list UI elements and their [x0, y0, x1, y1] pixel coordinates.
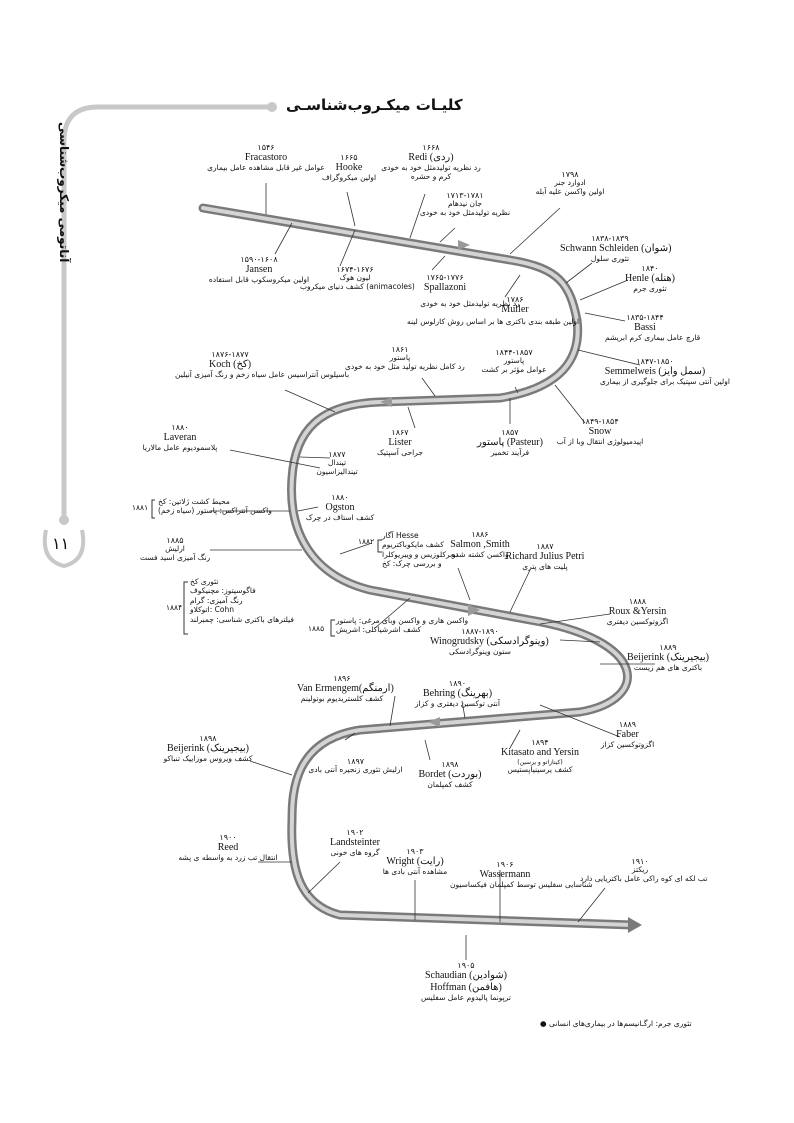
footnote: ● تئوری جرم: ارگـانیسم‌ها در بیماری‌های …	[540, 1019, 692, 1028]
footnote-bullet: ●	[540, 1019, 547, 1028]
event-muller: ۱۷۸۶ Muller	[501, 295, 529, 316]
event-hesse-year: ۱۸۸۲	[358, 537, 375, 546]
event-reed: ۱۹۰۰ Reed انتقال تب زرد به واسطه ی پشه	[178, 833, 278, 863]
event-kitasato: ۱۸۹۴ Kitasato and Yersin (کیتازاتو و یرس…	[500, 738, 580, 775]
event-muller-desc: اولین طبقه بندی باکتری ها بر اساس روش کا…	[407, 317, 580, 326]
event-faber: ۱۸۸۹ Faber اگزوتوکسین کزاز	[600, 720, 655, 750]
arrow-1	[458, 240, 470, 250]
page-number-arc	[42, 529, 86, 569]
event-roux: ۱۸۸۸ Roux &Yersin اگزوتوکسین دیفتری	[606, 597, 669, 627]
event-redi: ۱۶۶۸ Redi (ردی) رد نظریه تولیدمثل خود به…	[381, 143, 481, 182]
event-bordet: ۱۸۹۸ Bordet (بوردت) کشف کمپلمان	[418, 760, 482, 790]
event-koch2: محیط کشت ژلاتین: کخ (سیاه زخم) واکسن آنت…	[158, 497, 272, 516]
event-laveran: ۱۸۸۰ Laveran پلاسمودیوم عامل مالاریا	[142, 423, 218, 453]
event-wright: ۱۹۰۳ Wright (رایت) مشاهده آنتی بادی ها	[382, 847, 448, 877]
event-pasteur3: ۱۸۵۷ پاستور (Pasteur) فرآیند تخمیر	[477, 428, 543, 458]
event-ehrlich: ۱۸۸۵ ارلیش رنگ آمیزی اسید فست	[140, 536, 211, 563]
event-jansen: ۱۵۹۰-۱۶۰۸ Jansen اولین میکروسکوپ قابل اس…	[208, 255, 310, 285]
event-metchnikoff: ۱۸۹۷ ارلیش تئوری زنجیره آنتی بادی	[308, 757, 403, 775]
event-needham: ۱۷۱۳-۱۷۸۱ جان نیدهام نظریه تولیدمثل خود …	[419, 191, 511, 218]
event-hesse: آگار Hesse کشف مایکوباکتریوم توبرکلوزیس …	[382, 531, 459, 569]
event-tyndall: ۱۸۷۷ تیندال تیندالیزاسیون	[316, 450, 358, 477]
brackets	[151, 499, 382, 637]
event-beijerinck1: ۱۸۸۹ Beijerink (بیجیرینک) باکتری های هم …	[627, 643, 709, 673]
arrow-3	[468, 604, 480, 616]
event-beijerinck2: ۱۸۹۸ Beijerink (بیجیرینک) کشف ویروس موزا…	[163, 734, 253, 764]
event-henle: ۱۸۴۰ Henle (هنله) تئوری جرم	[624, 264, 676, 294]
event-koch3: تئوری کخ فاگوسیتوز: مچنیکوف رنگ آمیزی: گ…	[190, 577, 294, 624]
event-jenner: ۱۷۹۸ ادوارد جنر اولین واکسن علیه آبله	[535, 170, 605, 197]
arrow-2	[380, 397, 392, 407]
event-landsteiner: ۱۹۰۲ Landsteinter گروه های خونی	[330, 828, 380, 858]
event-ogston: ۱۸۸۰ Ogston کشف استاف در چرک	[305, 493, 375, 523]
page-frame-line	[61, 104, 272, 520]
event-bassi: ۱۸۳۵-۱۸۴۴ Bassi قارچ عامل بیماری کرم ابر…	[605, 313, 701, 343]
event-spallanzani: ۱۷۶۵-۱۷۷۶ Spallazoni	[423, 273, 467, 294]
event-spallanzani-desc: رد نظریه تولیدمثل خود به خودی	[420, 299, 520, 308]
event-koch3-year: ۱۸۸۴	[166, 603, 183, 612]
event-vanermengem: ۱۸۹۶ Van Ermengem(ارمنگم) کشف کلستریدیوم…	[297, 674, 394, 704]
event-pasteur2: ۱۸۴۴-۱۸۵۷ پاستور عوامل مؤثر بر کشت	[481, 348, 547, 375]
timeline-end-arrow	[628, 917, 642, 933]
event-ricketts: ۱۹۱۰ ریکتز تب لکه ای کوه راکی عامل باکتر…	[580, 857, 708, 884]
event-leeuwenhoek: ۱۶۷۴-۱۶۷۶ لیون هوک کشف دنیای میکروب (ani…	[300, 265, 415, 292]
event-winogradsky: ۱۸۸۷-۱۸۹۰ Winogrudsky (وینوگرادسکی) ستون…	[430, 627, 549, 657]
event-salmon: ۱۸۸۶ Salmon ,Smith واکسن کشته شده	[450, 530, 510, 560]
frame-dot-top	[267, 102, 277, 112]
footnote-text: تئوری جرم: ارگـانیسم‌ها در بیماری‌های ان…	[548, 1019, 692, 1028]
frame-dot-bottom	[59, 515, 69, 525]
event-behring: ۱۸۹۰ Behring (بهرینگ) آنتی توکسین دیفتری…	[415, 679, 500, 709]
event-snow: ۱۸۴۹-۱۸۵۴ Snow اپیدمیولوژی انتقال وبا از…	[556, 417, 644, 447]
event-semmelweis: ۱۸۴۷-۱۸۵۰ Semmelweis (سمل وایز) اولین آن…	[600, 357, 730, 387]
event-lister: ۱۸۶۷ Lister جراحی آسپتیک	[377, 428, 423, 458]
event-pasteur1: ۱۸۶۱ پاستور رد کامل نظریه تولید مثل خود …	[345, 345, 465, 372]
event-petri: ۱۸۸۷ Richard Julius Petri پلیت های پتری	[505, 542, 585, 572]
side-label: آناتومی میکروب‌شناسی	[56, 122, 71, 263]
event-schwann: ۱۸۳۸-۱۸۳۹ Schwann Schleiden (شوان) تئوری…	[560, 234, 672, 264]
event-schaudinn: ۱۹۰۵ Schaudian (شوادین) Hoffman (هافمن) …	[420, 961, 511, 1003]
page-title: کلیـات میکـروب‌شناسـی	[286, 96, 463, 114]
event-koch2-year: ۱۸۸۱	[132, 503, 149, 512]
event-fracastoro: ۱۵۴۶ Fracastoro عوامل غیر قابل مشاهده عا…	[207, 143, 325, 173]
event-pasteur4-year: ۱۸۸۵	[308, 624, 325, 633]
event-pasteur4: واکسن هاری و واکسن وبای مرغی: پاستور کشف…	[336, 616, 469, 635]
arrow-4	[428, 717, 440, 727]
event-hooke: ۱۶۶۵ Hooke اولین میکروگراف	[321, 153, 377, 183]
event-wassermann: ۱۹۰۶ Wassermann شناسایی سفلیس توسط کمپلم…	[450, 860, 593, 890]
connector-lines	[210, 183, 655, 960]
page-number: ۱۱	[52, 534, 70, 553]
event-koch1: ۱۸۷۶-۱۸۷۷ Koch (کخ) باسیلوس آنتراسیس عام…	[175, 350, 350, 380]
